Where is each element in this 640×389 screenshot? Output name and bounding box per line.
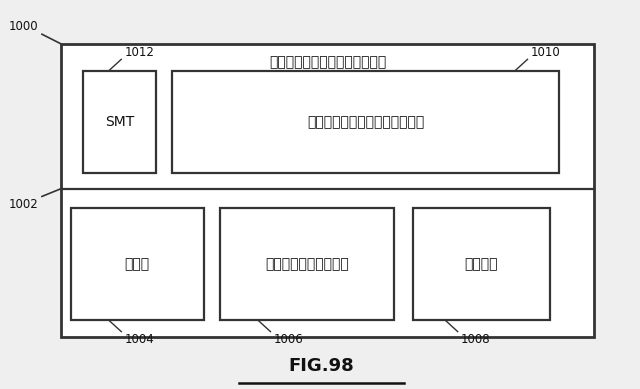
Text: 1012: 1012 — [124, 46, 154, 59]
Bar — [70, 208, 204, 320]
Bar — [220, 208, 394, 320]
Text: FIG.98: FIG.98 — [289, 357, 354, 375]
Text: 1002: 1002 — [9, 198, 39, 211]
Text: 制御器: 制御器 — [125, 257, 150, 271]
Bar — [413, 208, 550, 320]
Text: 1006: 1006 — [274, 333, 303, 346]
Bar — [172, 71, 559, 173]
Text: 1000: 1000 — [9, 20, 39, 33]
Text: SMT: SMT — [105, 115, 134, 129]
Bar — [83, 71, 156, 173]
Text: 組み合わせアセンブリ: 組み合わせアセンブリ — [265, 257, 349, 271]
Text: 1010: 1010 — [531, 46, 561, 59]
Text: 1004: 1004 — [124, 333, 154, 346]
Bar — [61, 44, 594, 337]
Text: フィルタ: フィルタ — [465, 257, 499, 271]
Text: 1008: 1008 — [461, 333, 490, 346]
Text: マルチプレクシングアセンブリ: マルチプレクシングアセンブリ — [307, 115, 424, 129]
Text: ダイバーシティ受信モジュール: ダイバーシティ受信モジュール — [269, 56, 386, 70]
